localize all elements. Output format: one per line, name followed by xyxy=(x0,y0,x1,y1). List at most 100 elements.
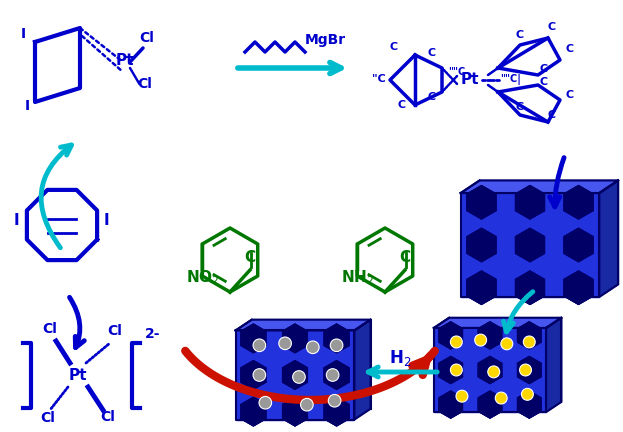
Text: I: I xyxy=(13,213,19,228)
Circle shape xyxy=(523,336,535,348)
Circle shape xyxy=(253,368,265,381)
Polygon shape xyxy=(324,361,349,389)
Polygon shape xyxy=(434,328,546,412)
Polygon shape xyxy=(564,229,593,262)
Text: C: C xyxy=(565,44,573,54)
Polygon shape xyxy=(324,324,349,353)
Text: C: C xyxy=(515,102,523,112)
Polygon shape xyxy=(599,181,618,297)
Polygon shape xyxy=(478,322,502,349)
Polygon shape xyxy=(564,229,593,262)
Text: Cl: Cl xyxy=(108,324,123,338)
Polygon shape xyxy=(439,391,462,418)
Text: Pt: Pt xyxy=(116,53,134,68)
Circle shape xyxy=(328,394,341,407)
Text: Cl: Cl xyxy=(40,411,55,425)
Text: I: I xyxy=(21,27,26,41)
Polygon shape xyxy=(283,324,307,353)
Polygon shape xyxy=(241,324,266,353)
Polygon shape xyxy=(283,361,307,389)
Polygon shape xyxy=(241,361,266,389)
Circle shape xyxy=(450,364,462,376)
Circle shape xyxy=(307,341,319,353)
Text: Cl: Cl xyxy=(138,77,153,91)
Polygon shape xyxy=(241,397,266,426)
Polygon shape xyxy=(439,391,462,418)
Polygon shape xyxy=(478,356,502,384)
Polygon shape xyxy=(439,356,462,384)
Polygon shape xyxy=(478,391,502,418)
Polygon shape xyxy=(460,193,599,297)
Polygon shape xyxy=(467,271,496,305)
Polygon shape xyxy=(478,356,502,384)
Text: Pt: Pt xyxy=(461,73,479,88)
Circle shape xyxy=(520,364,531,376)
Circle shape xyxy=(253,339,265,352)
Polygon shape xyxy=(518,391,541,418)
Text: Cl: Cl xyxy=(140,31,155,45)
Circle shape xyxy=(330,339,343,352)
Polygon shape xyxy=(354,320,371,419)
Text: C: C xyxy=(548,110,556,120)
Text: C: C xyxy=(548,22,556,32)
Polygon shape xyxy=(241,324,266,353)
Polygon shape xyxy=(564,271,593,305)
Polygon shape xyxy=(516,186,545,219)
Polygon shape xyxy=(467,271,496,305)
Text: Pt: Pt xyxy=(69,368,87,382)
Text: I: I xyxy=(24,99,29,113)
Polygon shape xyxy=(324,361,349,389)
Circle shape xyxy=(495,392,507,404)
Text: C: C xyxy=(540,77,548,87)
Polygon shape xyxy=(546,318,561,412)
Text: C: C xyxy=(540,64,548,74)
Text: I: I xyxy=(103,213,109,228)
Circle shape xyxy=(300,398,313,411)
Circle shape xyxy=(259,397,272,409)
Text: C: C xyxy=(428,92,436,102)
Text: C: C xyxy=(565,90,573,100)
Circle shape xyxy=(450,336,462,348)
Text: 2-: 2- xyxy=(145,327,161,340)
Polygon shape xyxy=(235,330,354,419)
Polygon shape xyxy=(467,186,496,219)
Circle shape xyxy=(521,388,533,400)
Polygon shape xyxy=(564,186,593,219)
Polygon shape xyxy=(516,229,545,262)
Polygon shape xyxy=(283,361,307,389)
Text: C: C xyxy=(398,100,406,110)
Polygon shape xyxy=(439,322,462,349)
Polygon shape xyxy=(516,271,545,305)
Polygon shape xyxy=(241,361,266,389)
Polygon shape xyxy=(439,356,462,384)
Circle shape xyxy=(501,338,513,350)
Circle shape xyxy=(475,334,487,346)
Text: Cl: Cl xyxy=(399,250,415,265)
Text: Cl: Cl xyxy=(42,322,57,336)
Polygon shape xyxy=(283,397,307,426)
Polygon shape xyxy=(516,186,545,219)
Text: C: C xyxy=(515,30,523,40)
Polygon shape xyxy=(467,186,496,219)
Text: C: C xyxy=(390,42,398,52)
Polygon shape xyxy=(518,356,541,384)
Polygon shape xyxy=(518,391,541,418)
Polygon shape xyxy=(434,318,561,328)
Polygon shape xyxy=(467,229,496,262)
Polygon shape xyxy=(439,322,462,349)
Text: ""C|: ""C| xyxy=(500,74,521,85)
Polygon shape xyxy=(564,186,593,219)
Circle shape xyxy=(293,371,305,383)
Polygon shape xyxy=(324,397,349,426)
Text: NO$_2$: NO$_2$ xyxy=(186,268,219,287)
Circle shape xyxy=(456,390,468,402)
Circle shape xyxy=(326,368,339,381)
Polygon shape xyxy=(467,229,496,262)
Text: MgBr: MgBr xyxy=(305,33,346,47)
Polygon shape xyxy=(235,320,371,330)
Polygon shape xyxy=(516,229,545,262)
Polygon shape xyxy=(518,356,541,384)
Polygon shape xyxy=(283,397,307,426)
Polygon shape xyxy=(460,181,618,193)
Polygon shape xyxy=(518,322,541,349)
